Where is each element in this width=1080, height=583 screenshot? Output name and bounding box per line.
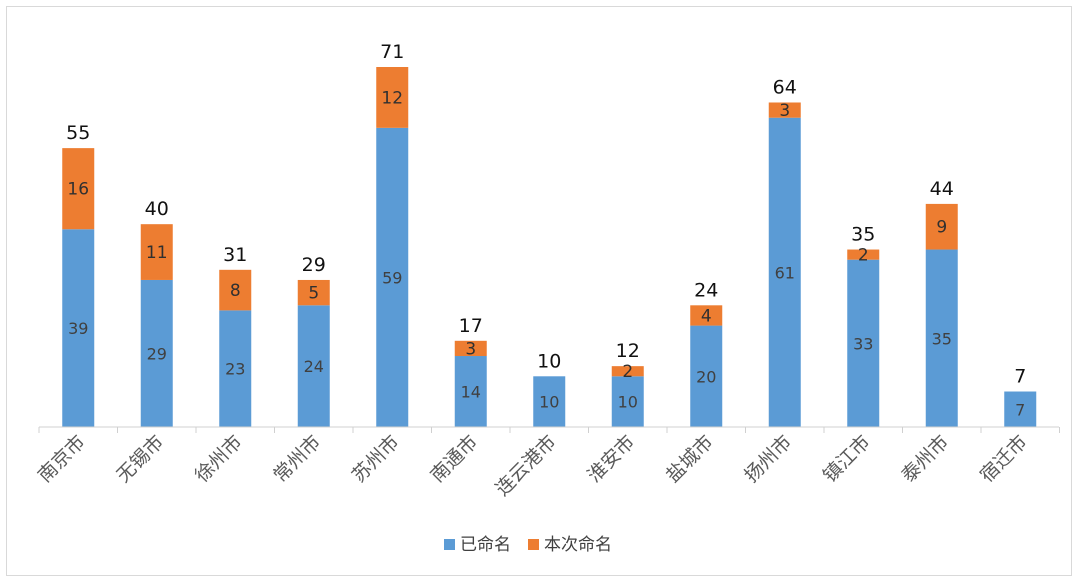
segment-label-named-7: 10 — [618, 393, 638, 412]
segment-label-new-5: 3 — [465, 339, 476, 359]
bar-segment-named-6 — [533, 376, 566, 427]
total-label-8: 24 — [694, 279, 718, 301]
segment-label-named-0: 39 — [68, 319, 88, 338]
bar-segment-new-11 — [925, 203, 958, 250]
category-label-9: 扬州市 — [740, 431, 796, 487]
segment-label-named-1: 29 — [147, 344, 167, 363]
legend-swatch-1 — [528, 539, 539, 550]
category-label-8: 盐城市 — [662, 431, 718, 487]
total-label-12: 7 — [1014, 366, 1026, 388]
bar-segment-named-0 — [62, 229, 95, 427]
legend-label-1: 本次命名 — [544, 535, 612, 555]
bar-segment-named-2 — [219, 310, 252, 427]
segment-label-named-5: 14 — [461, 383, 481, 402]
total-label-10: 35 — [851, 224, 875, 246]
segment-label-named-12: 7 — [1015, 400, 1025, 419]
bar-segment-named-9 — [768, 117, 801, 427]
x-axis-ticks — [38, 427, 1060, 433]
total-label-0: 55 — [66, 122, 90, 144]
bar-segment-named-11 — [925, 249, 958, 427]
segment-label-new-3: 5 — [308, 284, 319, 304]
bar-segment-named-7 — [611, 376, 644, 427]
stacked-bar-chart: 3916552911402383124529591271143171010102… — [34, 41, 1060, 555]
category-label-6: 连云港市 — [491, 431, 560, 500]
chart-frame: 39 16 55 29 11 40 23 8 31 24 5 29 59 12 71 14 3 17 10 10 10 2… — [6, 6, 1072, 576]
category-label-3: 常州市 — [269, 431, 325, 487]
segment-label-new-2: 8 — [230, 281, 241, 301]
x-axis-category-labels: 南京市 无锡市 徐州市 常州市 苏州市 南通市 连云港市 淮安市 盐城市 扬州市 镇江市 泰州市 宿迁市 — [34, 431, 1032, 500]
bar-segment-named-4 — [376, 127, 409, 428]
category-label-12: 宿迁市 — [976, 431, 1032, 487]
legend-label-0: 已命名 — [460, 535, 511, 555]
segment-label-new-4: 12 — [381, 88, 403, 108]
bar-segment-named-8 — [690, 325, 723, 427]
bar-segment-named-10 — [847, 259, 880, 427]
bar-segment-new-0 — [62, 148, 95, 230]
bar-segment-new-1 — [140, 224, 173, 280]
total-label-3: 29 — [302, 254, 326, 276]
segment-label-new-10: 2 — [858, 246, 869, 266]
segment-label-new-7: 2 — [622, 362, 633, 382]
data-labels: 3916552911402383124529591271143171010102… — [66, 41, 1026, 419]
segment-label-named-4: 59 — [382, 268, 402, 287]
total-label-4: 71 — [380, 41, 404, 63]
segment-label-named-6: 10 — [539, 393, 559, 412]
total-label-11: 44 — [930, 178, 954, 200]
segment-label-new-0: 16 — [67, 180, 89, 200]
category-label-4: 苏州市 — [348, 431, 404, 487]
category-label-7: 淮安市 — [583, 431, 639, 487]
category-label-5: 南通市 — [426, 431, 482, 487]
category-label-10: 镇江市 — [819, 431, 875, 487]
bar-segment-named-3 — [297, 305, 330, 427]
total-label-6: 10 — [537, 350, 561, 372]
total-label-7: 12 — [616, 340, 640, 362]
bars-layer — [62, 67, 1037, 428]
legend-swatch-0 — [444, 539, 455, 550]
segment-label-new-11: 9 — [936, 218, 947, 238]
segment-label-named-9: 61 — [775, 263, 795, 282]
bar-segment-new-3 — [297, 279, 330, 306]
bar-segment-new-4 — [376, 67, 409, 128]
segment-label-named-3: 24 — [304, 357, 324, 376]
category-label-11: 泰州市 — [897, 431, 953, 487]
segment-label-named-2: 23 — [225, 360, 245, 379]
segment-label-new-9: 3 — [779, 101, 790, 121]
bar-segment-new-9 — [768, 102, 801, 118]
total-label-5: 17 — [459, 315, 483, 337]
total-label-1: 40 — [145, 198, 169, 220]
segment-label-new-8: 4 — [701, 306, 712, 326]
bar-segment-new-2 — [219, 269, 252, 311]
segment-label-new-1: 11 — [146, 243, 168, 263]
segment-label-named-10: 33 — [853, 334, 873, 353]
bar-segment-new-7 — [611, 366, 644, 377]
bar-segment-named-12 — [1004, 391, 1037, 427]
bar-segment-new-10 — [847, 249, 880, 260]
segment-label-named-11: 35 — [932, 329, 952, 348]
bar-segment-new-8 — [690, 305, 723, 326]
bar-segment-named-1 — [140, 279, 173, 427]
bar-segment-named-5 — [454, 356, 487, 427]
category-label-1: 无锡市 — [112, 431, 168, 487]
total-label-2: 31 — [223, 244, 247, 266]
bar-segment-new-5 — [454, 340, 487, 357]
segment-label-named-8: 20 — [696, 367, 716, 386]
category-label-2: 徐州市 — [191, 431, 247, 487]
legend: 已命名 本次命名 — [444, 535, 612, 555]
category-label-0: 南京市 — [34, 431, 90, 487]
total-label-9: 64 — [773, 76, 797, 98]
